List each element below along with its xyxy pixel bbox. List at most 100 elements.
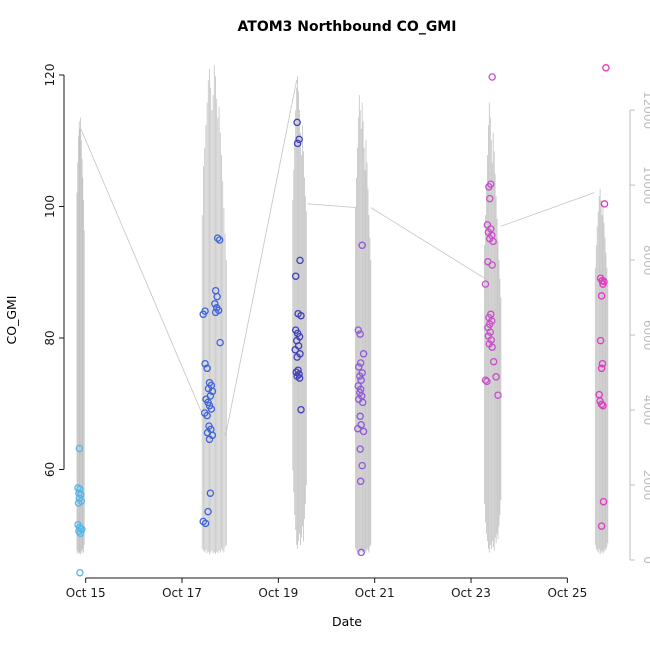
data-point: [205, 435, 214, 444]
y-right-tick-label: 2000: [641, 470, 650, 501]
data-point: [211, 308, 220, 317]
data-point: [599, 280, 607, 288]
data-point: [597, 400, 606, 409]
data-point: [598, 359, 607, 368]
profile-connector-line: [307, 203, 358, 208]
data-point: [602, 64, 610, 72]
data-point: [295, 374, 304, 382]
profile-connector-line: [225, 80, 298, 437]
data-point: [203, 364, 211, 373]
data-point: [291, 272, 300, 280]
y-right-tick-label: 10000: [641, 166, 650, 204]
x-tick-label: Oct 15: [66, 586, 106, 600]
data-point: [597, 522, 606, 530]
x-tick-label: Oct 17: [162, 586, 202, 600]
data-point: [297, 311, 305, 320]
data-point: [597, 292, 606, 300]
profile-connector-line: [500, 192, 595, 227]
profile-lines-layer: [76, 65, 609, 555]
data-point: [201, 359, 209, 368]
data-point: [481, 376, 490, 384]
data-point: [207, 405, 216, 413]
data-point: [354, 424, 362, 433]
data-point: [291, 346, 299, 354]
data-point: [76, 485, 84, 493]
data-point: [354, 326, 363, 334]
data-point: [356, 359, 365, 367]
data-point: [596, 336, 605, 345]
data-point: [486, 328, 495, 336]
axes-layer: Oct 15 Oct 17 Oct 19 Oct 21 Oct 23 Oct 25 60 80…: [43, 64, 650, 600]
data-point: [481, 280, 490, 288]
data-point: [359, 350, 368, 358]
x-tick-label: Oct 23: [451, 586, 491, 600]
data-point: [357, 548, 365, 557]
data-point: [215, 236, 224, 244]
data-point: [201, 307, 209, 315]
y-right-tick-label: 8000: [641, 245, 650, 276]
y-left-tick-label: 120: [43, 64, 57, 87]
data-point: [75, 444, 84, 453]
profile-connector-line: [80, 128, 212, 435]
data-point: [213, 234, 222, 242]
scatter-points-layer: [74, 64, 610, 577]
data-point: [599, 401, 607, 410]
data-point: [76, 568, 84, 577]
data-point: [483, 377, 491, 386]
y-left-tick-label: 60: [43, 462, 57, 477]
data-point: [203, 411, 211, 420]
chart-title: ATOM3 Northbound CO_GMI: [238, 19, 457, 35]
y-right-tick-label: 4000: [641, 395, 650, 426]
data-point: [485, 183, 493, 191]
data-point: [295, 135, 303, 144]
data-point: [356, 372, 364, 380]
data-point: [356, 412, 364, 421]
data-point: [600, 200, 609, 208]
series-oct-17-flight: [199, 234, 224, 528]
data-point: [78, 525, 86, 534]
data-point: [216, 338, 224, 347]
data-point: [488, 343, 496, 351]
data-point: [206, 489, 215, 497]
data-point: [358, 241, 366, 250]
data-point: [213, 292, 221, 301]
data-point: [211, 300, 219, 308]
data-point: [293, 139, 302, 148]
series-oct-21-flight: [354, 241, 368, 557]
series-oct-19-flight: [291, 118, 305, 414]
data-point: [486, 194, 494, 203]
data-point: [355, 363, 363, 371]
data-point: [293, 353, 301, 361]
data-point: [356, 445, 364, 453]
x-tick-label: Oct 21: [355, 586, 395, 600]
data-point: [487, 336, 496, 344]
y-axis-label: CO_GMI: [4, 296, 19, 345]
data-point: [296, 256, 304, 265]
y-right-tick-label: 6000: [641, 320, 650, 351]
data-point: [359, 427, 368, 436]
data-point: [356, 330, 364, 338]
data-point: [492, 373, 500, 381]
data-point: [494, 391, 502, 399]
data-point: [208, 387, 217, 396]
series-oct-23-flight: [481, 73, 502, 399]
x-tick-label: Oct 19: [258, 586, 298, 600]
data-point: [204, 507, 212, 516]
data-point: [356, 477, 365, 486]
data-point: [201, 519, 210, 528]
profile-connector-line: [370, 207, 486, 280]
data-point: [297, 405, 305, 414]
x-tick-label: Oct 25: [547, 586, 587, 600]
y-left-tick-label: 80: [43, 330, 57, 345]
data-point: [599, 497, 608, 506]
series-oct-15-flight: [74, 444, 86, 577]
series-oct-25-flight: [595, 64, 610, 530]
data-point: [489, 357, 498, 366]
data-point: [597, 364, 606, 373]
data-point: [74, 499, 83, 507]
data-point: [489, 237, 497, 246]
y-right-tick-label: 12000: [641, 91, 650, 129]
y-right-tick-label: 0: [641, 556, 650, 564]
